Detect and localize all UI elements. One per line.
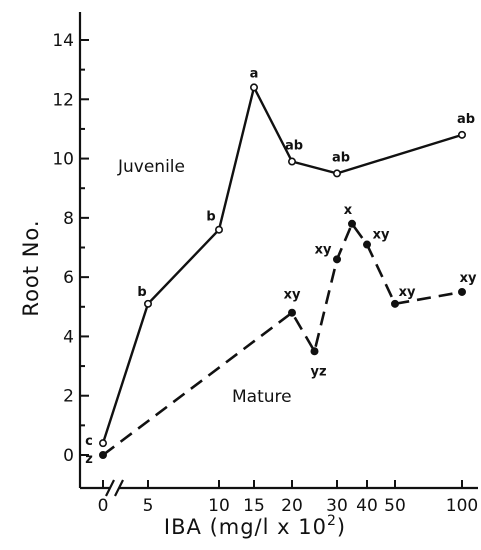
x-tick-label: 100: [446, 496, 478, 516]
juvenile-point-label: c: [85, 434, 93, 449]
mature-point-label: z: [85, 452, 93, 467]
x-tick-label: 50: [384, 496, 406, 516]
mature-point-label: xy: [373, 228, 390, 243]
mature-point-label: x: [344, 203, 353, 218]
juvenile-data-point: [144, 299, 153, 308]
juvenile-data-point: [332, 169, 341, 178]
x-tick-label: 20: [281, 496, 303, 516]
mature-point-label: yz: [310, 364, 326, 379]
series-label-mature: Mature: [232, 387, 292, 407]
series-label-juvenile: Juvenile: [117, 157, 185, 177]
y-tick-label: 8: [63, 209, 74, 229]
x-tick-label: 10: [208, 496, 230, 516]
juvenile-data-point: [99, 439, 108, 448]
x-axis-title-main: IBA (mg/l x 10: [164, 515, 327, 539]
juvenile-data-point: [287, 157, 296, 166]
mature-point-label: xy: [284, 288, 301, 303]
juvenile-data-point: [215, 225, 224, 234]
y-tick-label: 0: [63, 446, 74, 466]
x-axis-title: IBA (mg/l x 102): [164, 513, 346, 539]
plot-area: c b b a ab ab ab Juvenile z xy yz xy x xy xy xy Mature: [85, 66, 477, 467]
juvenile-point-label: a: [250, 66, 259, 81]
mature-point-label: xy: [399, 285, 416, 300]
juvenile-data-point: [457, 130, 466, 139]
juvenile-point-label: ab: [332, 150, 350, 165]
x-tick-label: 40: [356, 496, 378, 516]
mature-data-point: [333, 255, 342, 264]
mature-data-point: [310, 347, 319, 356]
mature-data-point: [363, 240, 372, 249]
axis-break-mark: [114, 479, 124, 497]
x-tick-label: 5: [143, 496, 154, 516]
mature-data-point: [391, 299, 400, 308]
y-tick-label: 10: [52, 150, 74, 170]
y-tick-label: 2: [63, 387, 74, 407]
y-tick-label: 4: [63, 327, 74, 347]
y-tick-label: 6: [63, 268, 74, 288]
mature-data-point: [288, 308, 297, 317]
series-mature-line: [102, 221, 463, 457]
juvenile-point-label: b: [137, 285, 146, 300]
y-tick-label: 14: [52, 31, 74, 51]
juvenile-point-label: b: [206, 210, 215, 225]
axis-break-mark: [105, 479, 115, 497]
mature-point-label: xy: [315, 242, 332, 257]
mature-point-label: xy: [460, 271, 477, 286]
juvenile-data-point: [250, 83, 259, 92]
mature-data-point: [458, 287, 467, 296]
mature-data-point: [98, 451, 107, 460]
juvenile-point-label: ab: [457, 112, 475, 127]
x-tick-label: 30: [326, 496, 348, 516]
x-tick-label: 15: [243, 496, 265, 516]
x-tick-label: 0: [98, 496, 109, 516]
y-tick-label: 12: [52, 90, 74, 110]
x-axis-title-superscript: 2: [327, 513, 337, 529]
juvenile-point-label: ab: [285, 139, 303, 154]
mature-data-point: [348, 219, 357, 228]
y-axis-title: Root No.: [19, 219, 43, 316]
x-axis-title-close: ): [337, 515, 346, 539]
axes: 0 2 4 6 8 10 12 14 0 5 10 15 20 30 40 50 100: [52, 12, 478, 516]
